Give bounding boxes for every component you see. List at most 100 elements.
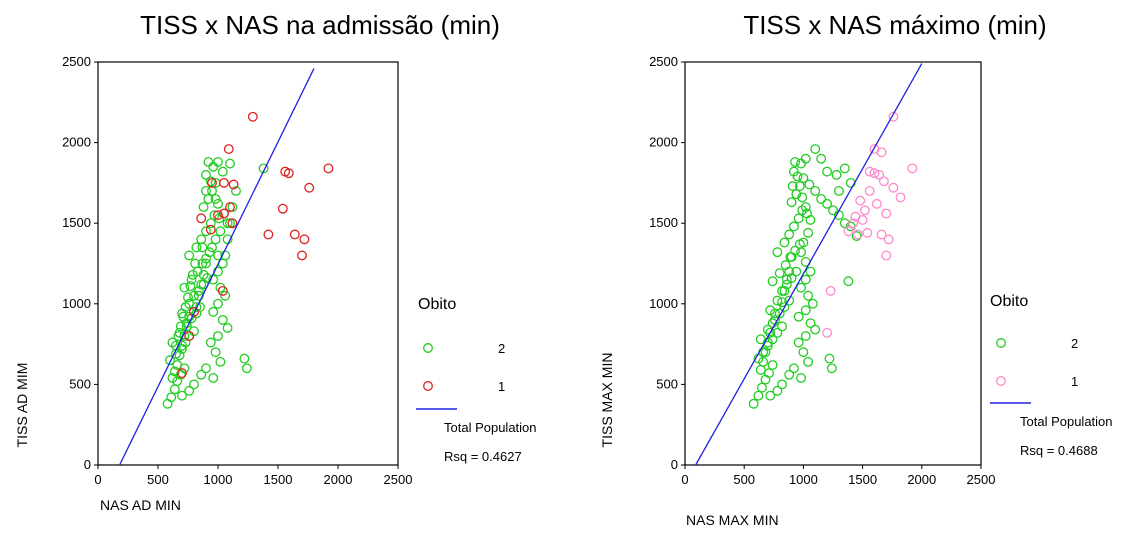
data-point	[220, 290, 231, 301]
data-point	[779, 302, 790, 312]
data-point	[786, 252, 797, 263]
chart-panel-2: TISS x NAS máximo (min)0 500 1000 1500 2000 2…	[599, 10, 1113, 528]
data-point	[184, 385, 195, 396]
data-point	[755, 364, 766, 375]
data-point	[748, 398, 759, 409]
data-point	[888, 111, 899, 122]
data-point	[767, 276, 778, 287]
data-point	[786, 273, 797, 283]
data-point	[790, 156, 801, 167]
data-point	[796, 282, 806, 293]
y-tick-label: 2000	[62, 135, 91, 150]
data-point	[798, 173, 809, 184]
y-tick-label: 0	[84, 457, 91, 472]
x-tick-label: 2500	[967, 472, 996, 487]
data-point	[825, 285, 836, 296]
data-point	[792, 171, 803, 182]
data-point	[196, 213, 207, 224]
data-point	[777, 379, 788, 390]
data-point	[190, 258, 201, 269]
data-point	[277, 203, 288, 214]
data-point	[777, 297, 788, 308]
data-point	[765, 390, 776, 401]
data-point	[217, 166, 228, 177]
data-point	[189, 379, 199, 390]
data-point	[793, 337, 804, 348]
data-point	[183, 292, 193, 303]
data-point	[210, 347, 221, 358]
data-point	[788, 363, 799, 374]
data-point	[772, 247, 783, 258]
data-point	[762, 337, 773, 348]
data-point	[304, 182, 315, 193]
data-point	[184, 331, 195, 341]
data-point	[810, 186, 821, 196]
data-point	[816, 153, 827, 164]
data-point	[810, 324, 821, 335]
data-point	[828, 205, 838, 216]
data-point	[798, 347, 809, 358]
legend-marker-2	[996, 338, 1006, 348]
data-point	[323, 163, 334, 174]
data-point	[196, 279, 207, 290]
data-point	[800, 202, 811, 213]
data-point	[781, 279, 792, 290]
data-point	[231, 186, 241, 196]
data-point	[798, 237, 809, 248]
legend-title: Obito	[990, 293, 1028, 310]
data-point	[166, 392, 177, 403]
y-tick-label: 2500	[62, 54, 91, 69]
legend-label-1: 1	[1071, 374, 1078, 389]
data-point	[210, 194, 221, 204]
y-tick-label: 1000	[649, 296, 678, 311]
data-point	[784, 369, 795, 380]
data-point	[187, 269, 198, 280]
data-point	[765, 327, 776, 338]
data-point	[848, 218, 859, 229]
data-point	[845, 221, 856, 232]
data-point	[796, 158, 806, 169]
data-point	[845, 177, 856, 188]
data-point	[843, 226, 854, 237]
data-point	[172, 360, 183, 371]
legend-title: Obito	[418, 296, 456, 313]
y-axis-label: TISS AD MIM	[14, 363, 30, 448]
data-point	[196, 234, 207, 245]
data-point	[186, 274, 197, 285]
y-tick-label: 2000	[649, 135, 678, 150]
data-point	[843, 276, 854, 287]
data-point	[753, 390, 764, 401]
data-point	[193, 285, 204, 296]
data-point	[201, 363, 211, 374]
x-tick-label: 0	[94, 472, 101, 487]
data-point	[225, 158, 235, 169]
legend-label-1: 1	[498, 379, 505, 394]
plot-frame	[684, 61, 982, 466]
data-point	[223, 144, 234, 154]
plot-frame	[97, 61, 399, 466]
data-point	[860, 205, 870, 216]
data-point	[213, 210, 223, 221]
data-point	[764, 368, 775, 379]
data-point	[760, 347, 771, 358]
data-point	[851, 231, 862, 242]
data-point	[796, 247, 806, 258]
legend: Obito 2 1 Total Population Rsq = 0.4627	[416, 296, 537, 464]
data-point	[228, 179, 239, 190]
data-point	[201, 169, 211, 180]
data-point	[213, 156, 223, 167]
data-point	[210, 234, 221, 245]
data-point	[169, 366, 180, 377]
data-point	[208, 306, 219, 317]
data-point	[803, 290, 814, 301]
data-point	[816, 194, 827, 204]
data-point	[177, 390, 187, 401]
data-point	[207, 177, 217, 188]
data-point	[831, 169, 842, 180]
data-point	[201, 258, 211, 269]
data-point	[191, 242, 202, 253]
data-point	[907, 163, 918, 174]
data-point	[772, 327, 783, 338]
data-point	[204, 247, 215, 258]
data-point	[247, 111, 258, 122]
